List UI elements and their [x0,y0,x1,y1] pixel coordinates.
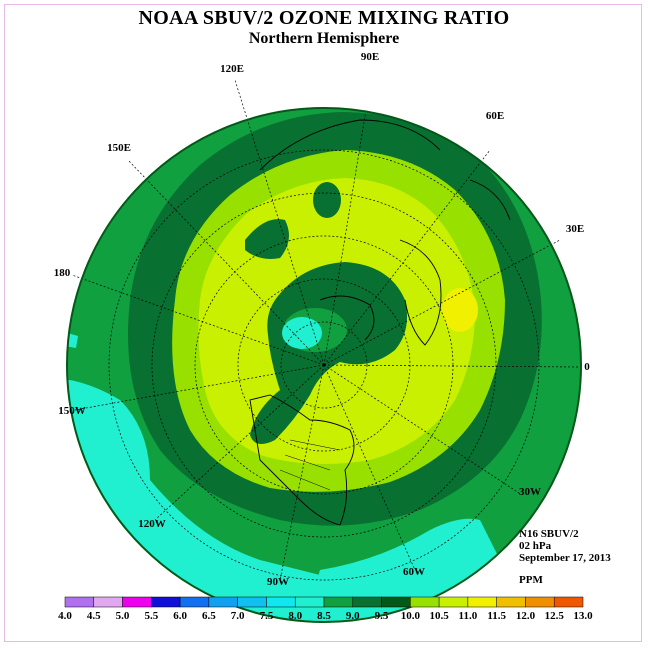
lon-label-120w: 120W [138,518,166,530]
colorbar-swatch [410,596,440,608]
lat-circle-70 [237,278,411,452]
colorbar-tick-label: 9.5 [374,610,389,622]
colorbar-tick-label: 11.5 [487,610,506,622]
meridian-60e [323,149,491,366]
meridian-30e [323,239,561,366]
lon-label-120e: 120E [220,63,244,75]
colorbar-tick-label: 9.0 [345,610,360,622]
meridian-180 [71,274,325,366]
date-label: September 17, 2013 [519,552,611,564]
colorbar [64,596,584,608]
lon-label-150w: 150W [58,405,86,417]
colorbar-swatch [323,596,354,608]
asia-coast-east [469,179,511,221]
meridian-150e [127,159,325,366]
lon-label-150e: 150E [107,142,131,154]
colorbar-tick-label: 7.0 [230,610,245,622]
colorbar-swatch [525,596,555,608]
colorbar-swatch [438,596,469,608]
map-title: NOAA SBUV/2 OZONE MIXING RATIO [138,7,510,29]
lat-circle-50 [151,192,497,538]
field-band-vortex [250,262,408,444]
lat-circle-60 [194,235,454,495]
lat-circle-40 [108,149,540,581]
field-blob-west [245,219,289,259]
lon-label-180: 180 [53,267,71,279]
colorbar-swatch [553,596,584,608]
colorbar-swatch [266,596,296,608]
europe-coast [399,239,442,346]
colorbar-swatch [467,596,497,608]
field-band-low-south [300,518,500,622]
colorbar-tick-label: 12.0 [515,610,536,622]
colorbar-tick-label: 7.5 [259,610,274,622]
colorbar-swatch [151,596,181,608]
field-band-low-north [395,83,425,96]
colorbar-tick-label: 8.5 [317,610,331,622]
colorbar-tick-label: 5.0 [115,610,130,622]
lat-circle-80 [280,321,368,409]
greenland-coast [319,295,375,341]
state-borders [279,439,341,491]
lon-label-0: 0 [584,361,590,373]
lon-label-90w: 90W [267,576,289,588]
map-subtitle: Northern Hemisphere [248,30,400,47]
field-band-vortex-min [282,317,322,349]
graticule [71,79,579,581]
meridian-30w [323,364,523,496]
colorbar-swatch [208,596,238,608]
colorbar-tick-label: 6.5 [202,610,216,622]
map-boundary [66,107,582,623]
image-frame [4,4,642,642]
colorbar-swatch [381,596,411,608]
north-america-coast [249,394,355,526]
colorbar-tick-label: 11.0 [458,610,478,622]
colorbar-tick-label: 8.0 [288,610,303,622]
meridian-90w [279,364,325,581]
field-blob-north [313,182,341,218]
colorbar-tick-label: 6.0 [173,610,187,622]
coastlines [249,119,511,526]
lon-label-90e: 90E [360,51,380,63]
colorbar-swatch [93,596,123,608]
ozone-field [67,83,581,622]
colorbar-swatch [237,596,267,608]
colorbar-swatch [294,596,325,608]
meridian-90e [323,109,367,366]
lon-label-60w: 60W [403,566,425,578]
colorbar-swatch [179,596,210,608]
colorbar-swatch [496,596,526,608]
lon-label-30w: 30W [519,486,541,498]
meridian-60w [323,364,416,571]
colorbar-tick-label: 12.5 [544,610,564,622]
satellite-label: N16 SBUV/2 [519,528,579,540]
colorbar-tick-label: 5.5 [144,610,159,622]
lon-label-60e: 60E [485,110,505,122]
colorbar-swatch [352,596,382,608]
pressure-level-label: 02 hPa [519,540,552,552]
colorbar-swatch [64,596,95,608]
colorbar-tick-label: 10.0 [400,610,420,622]
colorbar-tick-label: 13.0 [573,610,593,622]
colorbar-tick-label: 10.5 [429,610,449,622]
colorbar-swatch [122,596,152,608]
lon-label-30e: 30E [565,223,585,235]
colorbar-tick-label: 4.5 [86,610,101,622]
field-band-high [442,288,478,332]
meridian-120e [234,79,325,366]
asia-coast [259,119,441,171]
colorbar-tick-label: 4.0 [58,610,72,622]
units-label: PPM [519,574,543,586]
